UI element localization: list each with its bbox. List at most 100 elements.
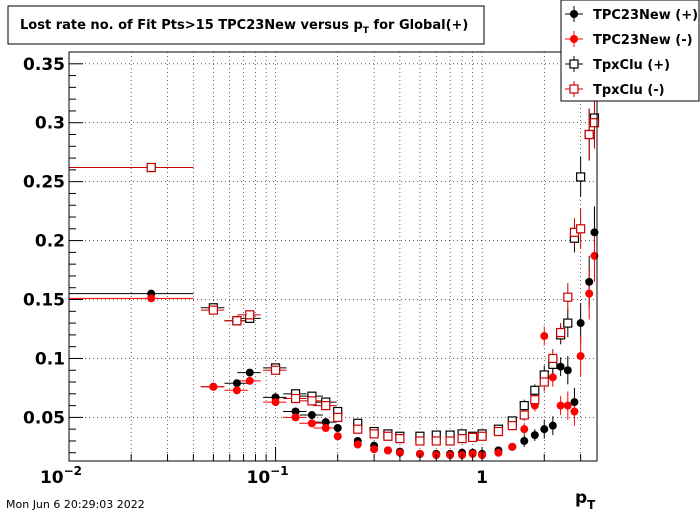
legend-box [560,0,700,102]
data-point [590,228,599,237]
data-point [147,294,156,303]
data-point [540,425,549,434]
data-point [548,353,558,364]
legend-marker [570,10,578,18]
data-point [395,448,404,457]
data-point [146,162,156,173]
data-point [333,412,343,422]
data-point [494,448,503,457]
data-point [563,401,572,410]
data-point [519,401,529,411]
x-tick-exponent: −1 [270,464,288,478]
legend-label: TpxClu (+) [593,58,670,73]
data-point [245,368,254,377]
data-point [291,407,300,416]
data-point [290,393,301,404]
data-point [576,352,585,361]
data-point [585,289,594,298]
data-point [556,401,565,410]
data-point [232,386,241,395]
data-point [333,432,342,441]
data-point [431,436,441,446]
x-tick-base: 1 [476,468,488,488]
data-point [353,440,362,449]
data-point [563,366,572,375]
data-point [369,429,379,439]
data-markers [146,113,600,460]
data-point [576,319,585,328]
data-point [507,421,517,431]
data-point [307,411,316,420]
data-point [395,434,405,444]
legend: TPC23New (+) TPC23New (-) TpxClu (+) TpxClu… [565,6,698,98]
legend-marker [569,59,579,69]
y-tick-label: 0.3 [35,114,65,134]
data-point [539,377,549,387]
data-point [563,292,573,302]
grid-lines [69,52,597,461]
data-point [245,376,254,385]
data-point [540,332,549,341]
data-point [570,407,579,416]
data-point [563,318,573,328]
legend-label: TPC23New (-) [593,33,693,48]
data-point [520,436,529,445]
x-tick-labels: 10−2 10−1 1 [40,464,488,488]
data-point [321,401,331,411]
legend-label: TpxClu (-) [593,83,665,98]
y-tick-label: 0.2 [35,232,65,252]
data-point [590,251,599,260]
x-tick-base: 10 [247,468,271,488]
data-point [530,431,539,440]
data-point [307,419,316,428]
data-point [245,310,255,320]
data-point [556,362,565,371]
y-tick-label: 0.35 [23,55,65,75]
legend-marker [570,35,578,43]
x-axis-label-subscript: T [587,498,596,512]
data-point [556,327,566,338]
plot-frame [68,51,598,462]
x-axis-label-main: p [575,488,587,508]
data-point [209,382,218,391]
x-tick-exponent: −2 [64,464,82,478]
data-point [270,365,281,375]
data-point [576,172,586,182]
x-tick-label: 10−1 [247,464,289,488]
x-axis-label: pT [575,488,596,512]
data-point [457,434,467,444]
data-point [232,316,242,326]
data-point [548,421,557,430]
axis-ticks [68,63,582,461]
data-point [548,373,557,382]
x-tick-label: 10−2 [40,464,82,488]
data-point [520,425,529,434]
data-point [383,446,392,455]
data-point [519,410,529,420]
data-point [477,431,487,441]
data-point [370,445,379,454]
y-tick-label: 0.1 [35,349,65,369]
data-point [585,277,594,286]
data-point [530,385,540,395]
data-point [445,436,455,446]
chart-title-subscript: T [363,26,370,36]
data-point [291,413,300,422]
data-point [271,398,280,407]
data-point [589,118,600,128]
data-point [493,426,504,437]
data-point [232,379,241,388]
data-point [576,224,586,234]
data-point [208,305,218,315]
data-point [570,398,579,407]
y-tick-label: 0.05 [23,408,65,428]
data-point [415,436,425,446]
y-tick-label: 0.25 [23,173,65,193]
data-point [468,432,478,443]
data-point [584,129,594,140]
y-tick-label: 0.15 [23,291,65,311]
y-tick-labels: 0.05 0.1 0.15 0.2 0.25 0.3 0.35 [23,55,65,429]
data-point [415,449,424,458]
legend-label: TPC23New (+) [593,8,698,23]
